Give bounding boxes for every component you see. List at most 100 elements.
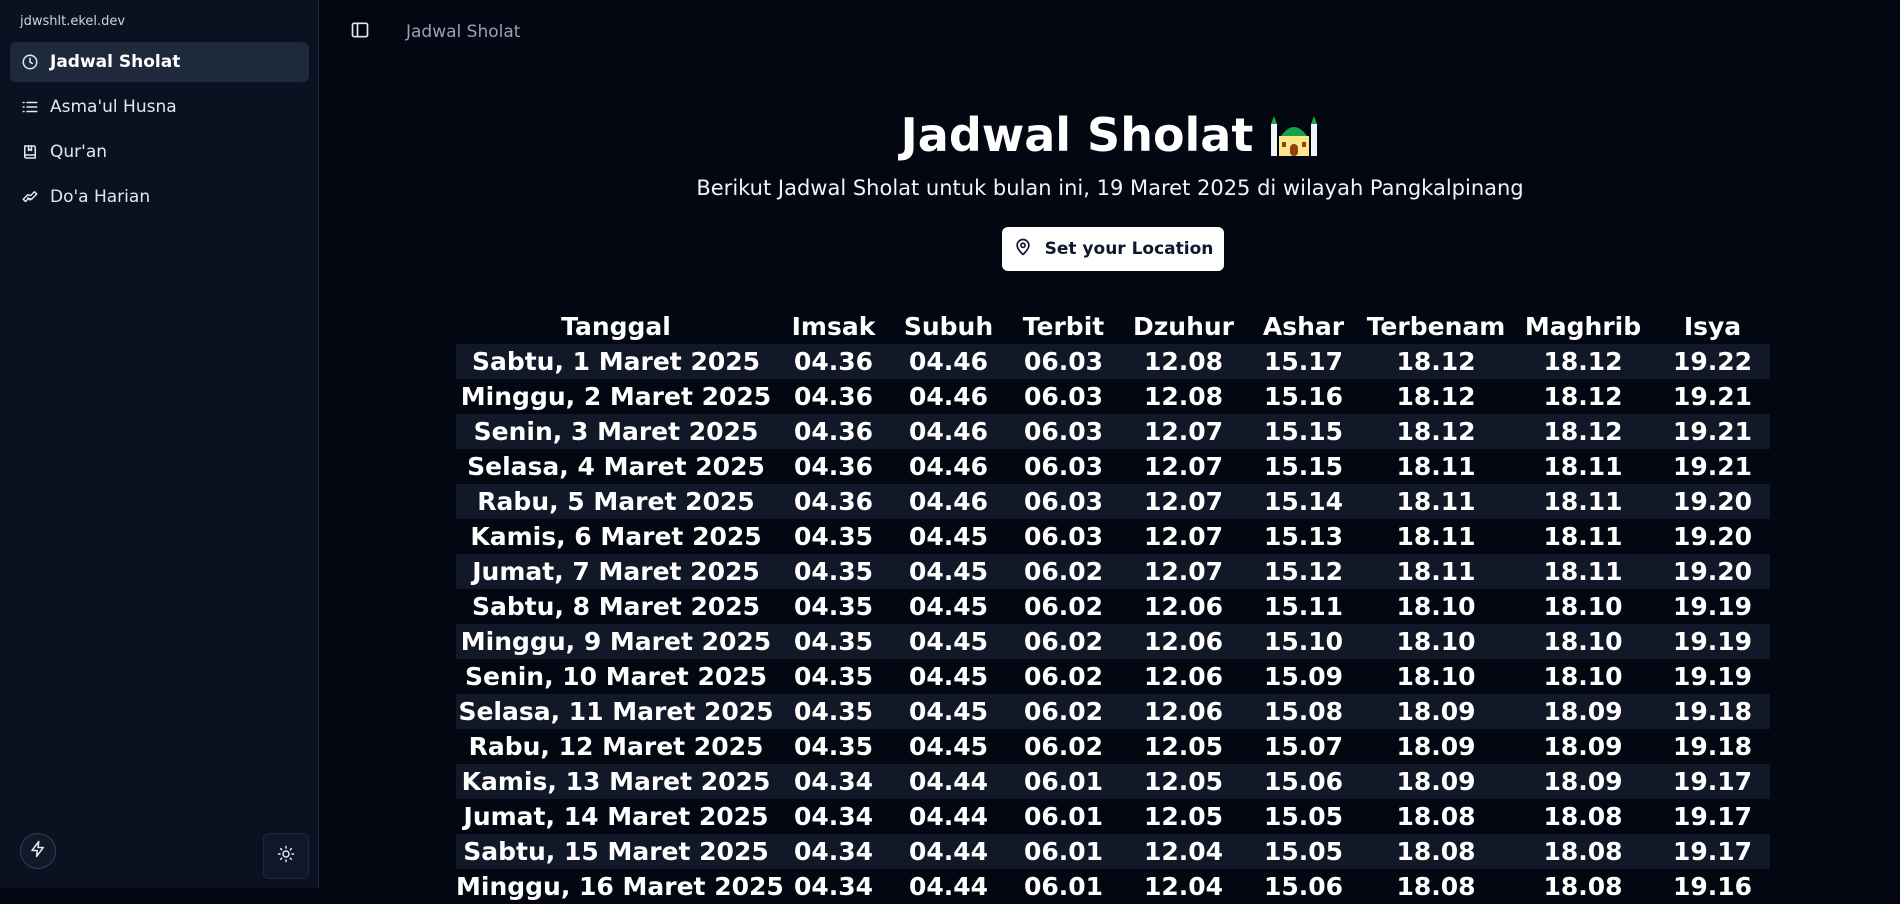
time-cell: 18.08 [1543, 837, 1623, 866]
time-cell: 04.35 [793, 557, 874, 586]
time-cell: 18.11 [1543, 557, 1623, 586]
time-cell: 12.08 [1143, 382, 1224, 411]
table-row: Kamis, 13 Maret 2025 04.34 04.44 06.01 12.05… [456, 764, 1770, 799]
sidebar-toggle-button[interactable] [346, 18, 374, 46]
time-cell: 19.21 [1672, 417, 1753, 446]
time-cell: 04.46 [908, 382, 989, 411]
time-cell: 04.45 [908, 592, 989, 621]
map-pin-icon [1013, 237, 1033, 262]
book-icon [20, 142, 40, 162]
column-header: Terbenam [1366, 311, 1506, 341]
time-cell: 04.34 [793, 767, 874, 796]
column-header: Imsak [791, 311, 876, 341]
time-cell: 18.09 [1396, 732, 1476, 761]
time-cell: 18.09 [1543, 697, 1623, 726]
time-cell: 18.12 [1396, 382, 1476, 411]
time-cell: 12.04 [1143, 872, 1224, 901]
date-cell: Jumat, 14 Maret 2025 [463, 802, 769, 831]
time-cell: 04.36 [793, 417, 874, 446]
time-cell: 19.18 [1672, 697, 1753, 726]
time-cell: 06.02 [1023, 557, 1104, 586]
column-header: Ashar [1262, 311, 1345, 341]
bolt-button[interactable] [20, 833, 56, 869]
time-cell: 04.35 [793, 627, 874, 656]
date-cell: Minggu, 2 Maret 2025 [460, 382, 772, 411]
table-row: Senin, 10 Maret 2025 04.35 04.45 06.02 12.06… [456, 659, 1770, 694]
time-cell: 12.07 [1143, 452, 1224, 481]
time-cell: 04.46 [908, 417, 989, 446]
time-cell: 18.11 [1543, 522, 1623, 551]
sidebar-item-doa-harian[interactable]: Do'a Harian [10, 177, 309, 217]
time-cell: 04.35 [793, 522, 874, 551]
time-cell: 06.01 [1023, 802, 1104, 831]
time-cell: 12.05 [1143, 802, 1224, 831]
table-row: Rabu, 5 Maret 2025 04.36 04.46 06.03 12.07 15… [456, 484, 1770, 519]
time-cell: 18.10 [1396, 662, 1476, 691]
date-cell: Selasa, 11 Maret 2025 [458, 697, 774, 726]
table-row: Minggu, 2 Maret 2025 04.36 04.46 06.03 12.08… [456, 379, 1770, 414]
main-content: Jadwal Sholat Berikut Jadwal Sholat untu… [320, 64, 1900, 901]
time-cell: 18.09 [1396, 697, 1476, 726]
table-row: Senin, 3 Maret 2025 04.36 04.46 06.03 12.07 1… [456, 414, 1770, 449]
time-cell: 15.06 [1263, 767, 1344, 796]
table-row: Jumat, 7 Maret 2025 04.35 04.45 06.02 12.07 1… [456, 554, 1770, 589]
sidebar-item-quran[interactable]: Qur'an [10, 132, 309, 172]
time-cell: 15.07 [1263, 732, 1344, 761]
time-cell: 04.45 [908, 662, 989, 691]
time-cell: 15.10 [1263, 627, 1344, 656]
theme-toggle-button[interactable] [263, 833, 309, 879]
time-cell: 04.45 [908, 557, 989, 586]
time-cell: 06.03 [1023, 417, 1104, 446]
time-cell: 18.09 [1396, 767, 1476, 796]
date-cell: Sabtu, 1 Maret 2025 [471, 347, 761, 376]
date-cell: Sabtu, 15 Maret 2025 [463, 837, 769, 866]
time-cell: 04.34 [793, 837, 874, 866]
time-cell: 19.17 [1672, 767, 1753, 796]
sidebar-item-label: Asma'ul Husna [50, 97, 177, 117]
time-cell: 15.09 [1263, 662, 1344, 691]
time-cell: 04.36 [793, 382, 874, 411]
page-title-wrap: Jadwal Sholat [901, 108, 1320, 162]
time-cell: 04.45 [908, 697, 989, 726]
sidebar-item-jadwal-sholat[interactable]: Jadwal Sholat [10, 42, 309, 82]
time-cell: 06.02 [1023, 627, 1104, 656]
time-cell: 18.08 [1543, 802, 1623, 831]
time-cell: 19.17 [1672, 837, 1753, 866]
time-cell: 19.21 [1672, 452, 1753, 481]
time-cell: 06.02 [1023, 662, 1104, 691]
time-cell: 15.13 [1263, 522, 1344, 551]
time-cell: 18.08 [1396, 837, 1476, 866]
time-cell: 15.05 [1263, 837, 1344, 866]
time-cell: 19.18 [1672, 732, 1753, 761]
prayer-schedule-table: Tanggal Imsak Subuh Terbit Dzuhur Ashar Terben… [456, 308, 1770, 904]
time-cell: 18.11 [1396, 452, 1476, 481]
time-cell: 15.15 [1263, 452, 1344, 481]
time-cell: 04.46 [908, 487, 989, 516]
time-cell: 18.12 [1396, 417, 1476, 446]
time-cell: 18.11 [1543, 452, 1623, 481]
set-location-button[interactable]: Set your Location [1002, 227, 1224, 271]
column-header: Isya [1683, 311, 1742, 341]
time-cell: 15.12 [1263, 557, 1344, 586]
table-row: Minggu, 9 Maret 2025 04.35 04.45 06.02 12.06… [456, 624, 1770, 659]
time-cell: 04.36 [793, 452, 874, 481]
breadcrumb[interactable]: Jadwal Sholat [406, 22, 521, 42]
time-cell: 19.20 [1672, 557, 1753, 586]
table-row: Jumat, 14 Maret 2025 04.34 04.44 06.01 12.05… [456, 799, 1770, 834]
time-cell: 18.10 [1543, 627, 1623, 656]
time-cell: 18.09 [1543, 767, 1623, 796]
time-cell: 19.19 [1672, 592, 1753, 621]
time-cell: 12.07 [1143, 417, 1224, 446]
time-cell: 19.19 [1672, 627, 1753, 656]
sidebar-item-asmaul-husna[interactable]: Asma'ul Husna [10, 87, 309, 127]
time-cell: 19.20 [1672, 522, 1753, 551]
mosque-icon [1269, 112, 1319, 158]
time-cell: 06.03 [1023, 487, 1104, 516]
time-cell: 18.11 [1396, 522, 1476, 551]
column-header: Tanggal [561, 311, 671, 341]
time-cell: 04.46 [908, 347, 989, 376]
time-cell: 06.01 [1023, 872, 1104, 901]
bolt-icon [29, 840, 47, 862]
sidebar: jdwshlt.ekel.dev Jadwal Sholat Asma'ul H… [0, 0, 319, 888]
time-cell: 06.02 [1023, 732, 1104, 761]
